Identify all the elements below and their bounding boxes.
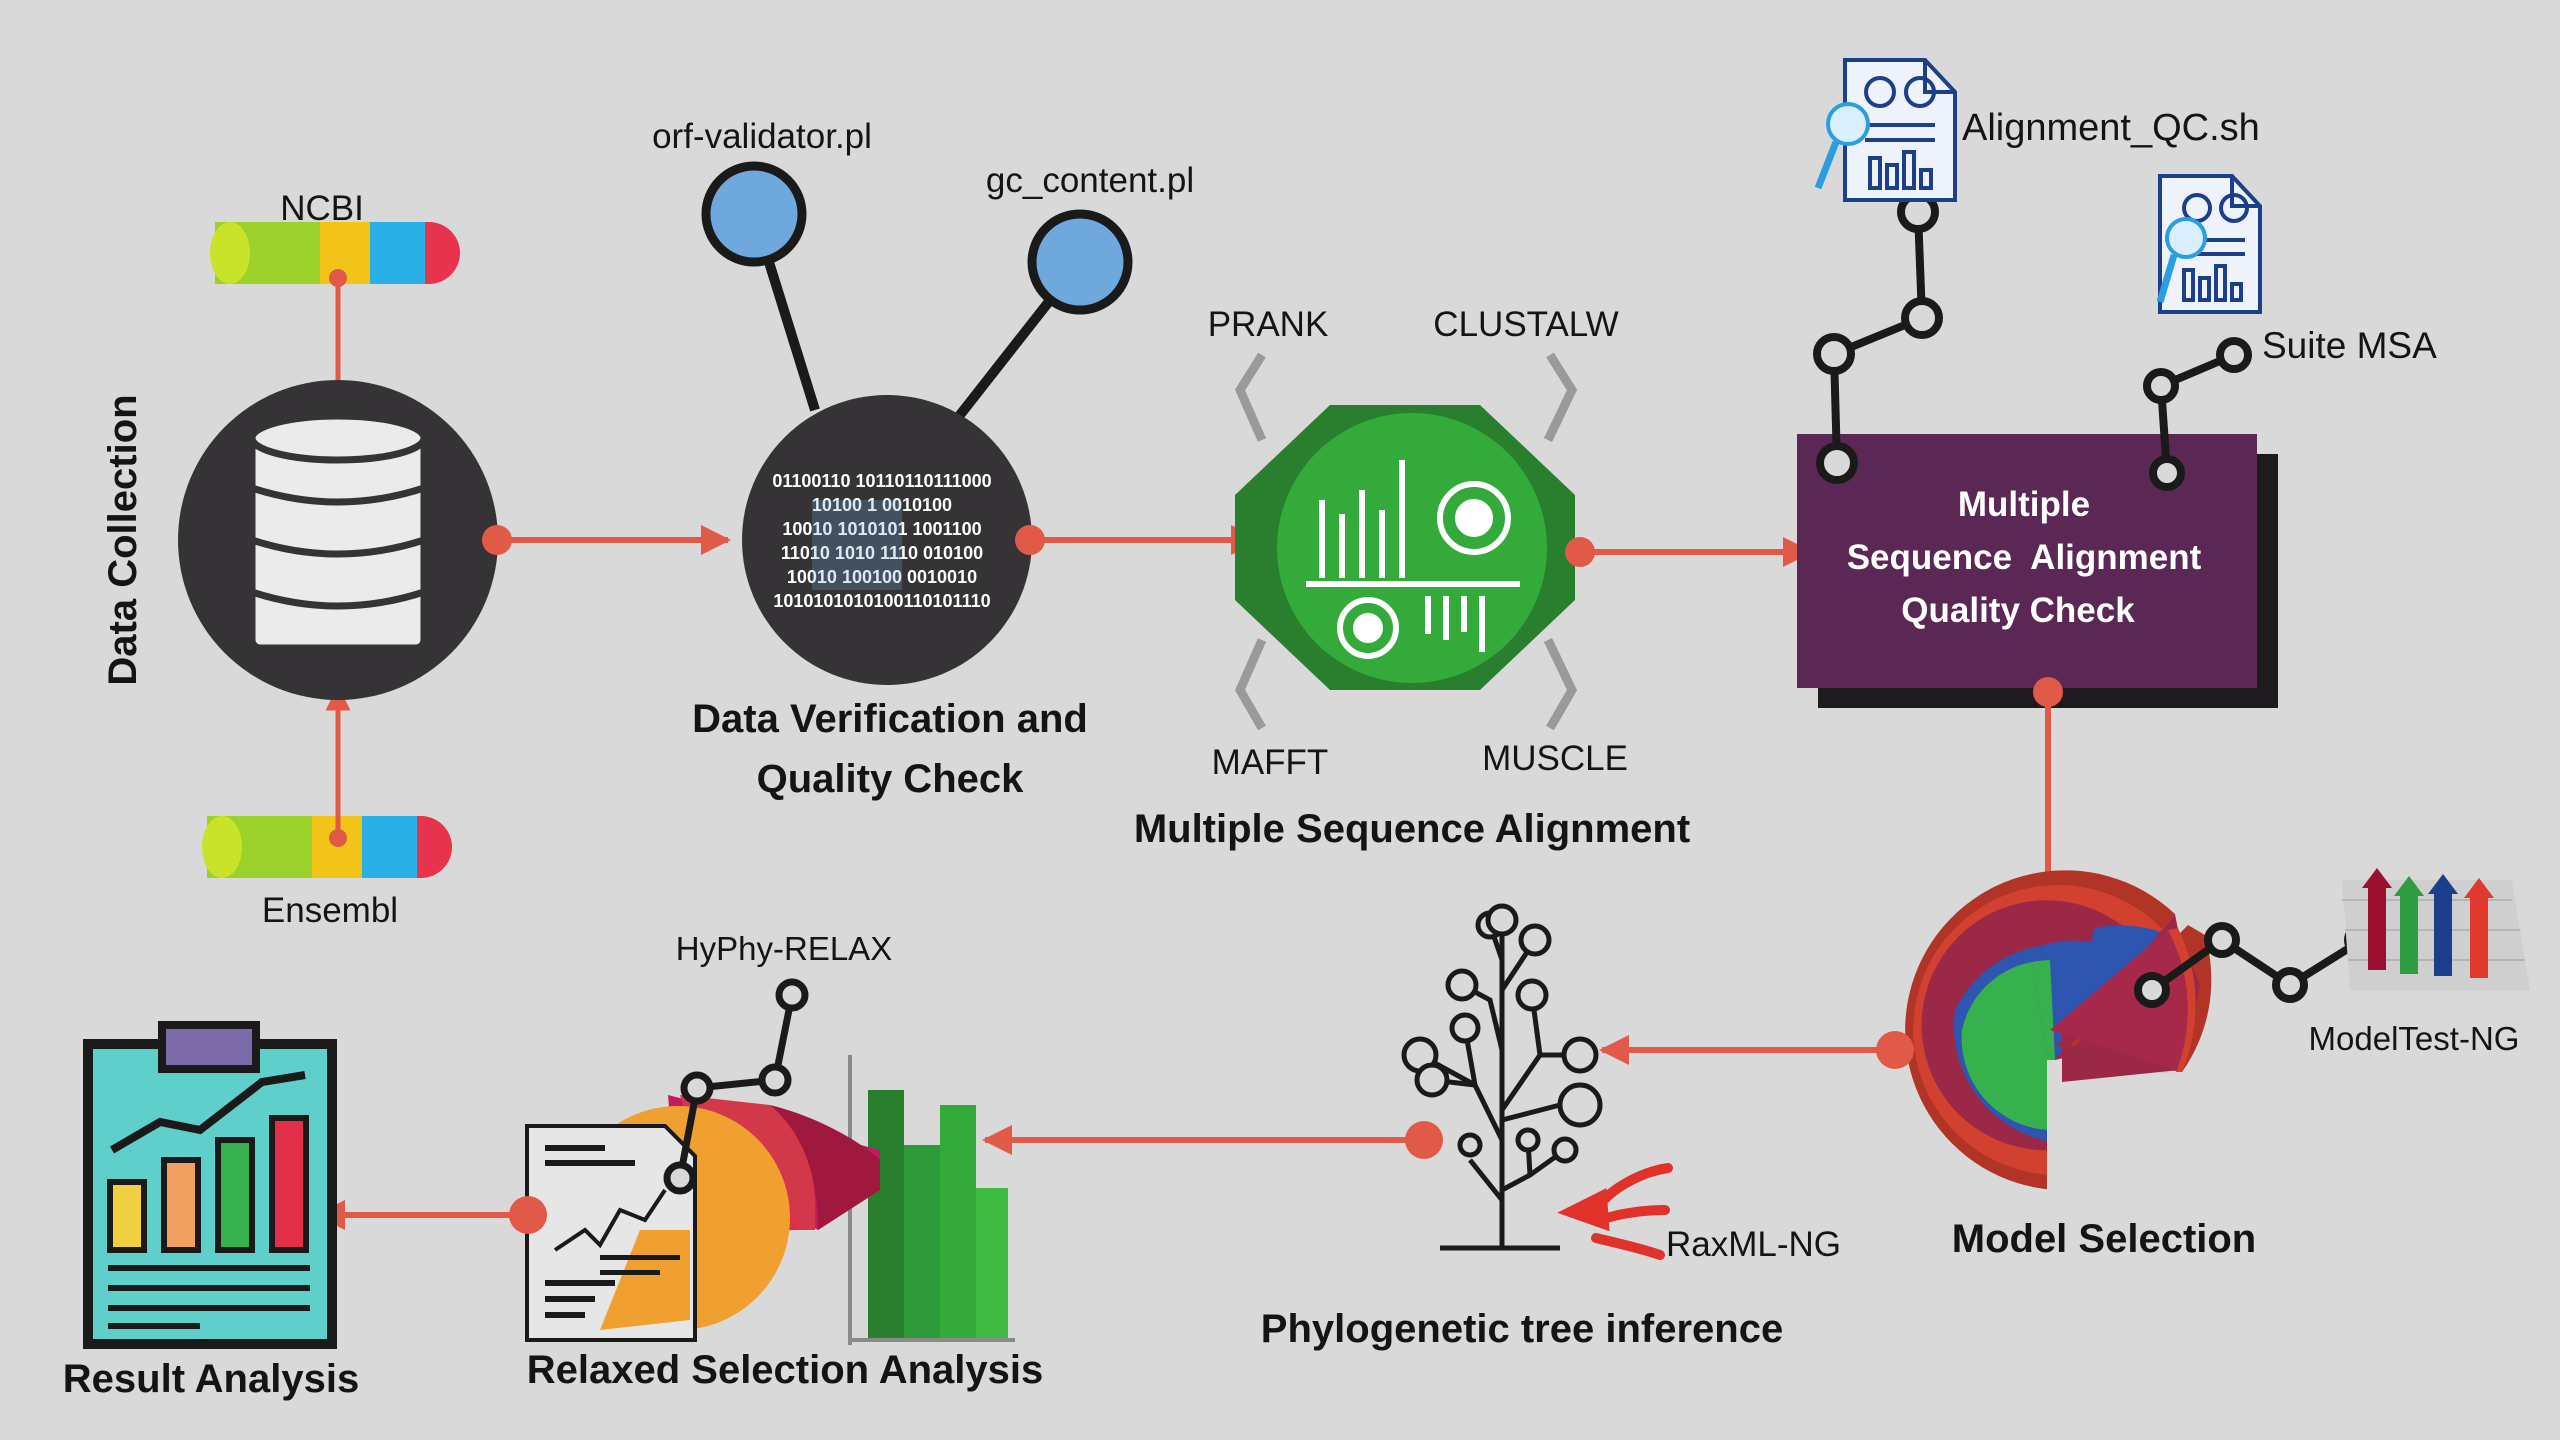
binary-data-icon: 01100110 10110110111000 10100 1 0010100 … — [772, 471, 991, 611]
hyphy-relax-label: HyPhy-RELAX — [676, 930, 892, 967]
sequence-bar-icon — [202, 816, 452, 878]
data-collection-title: Data Collection — [101, 394, 145, 685]
raxml-label: RaxML-NG — [1666, 1225, 1841, 1264]
relaxed-selection-title: Relaxed Selection Analysis — [527, 1348, 1044, 1392]
pie-wedge-icon — [2050, 930, 2189, 1072]
msa-node — [1277, 413, 1547, 683]
report-document-icon — [2156, 174, 2262, 314]
msa-qc-line1: Multiple — [1958, 485, 2090, 524]
svg-text:10100 1 0010100: 10100 1 0010100 — [812, 495, 952, 515]
svg-text:10010 1010101 1001100: 10010 1010101 1001100 — [782, 519, 981, 539]
data-collection-stage: Data Collection NCBI Ensembl — [101, 189, 498, 930]
report-document-icon — [1814, 58, 1957, 202]
msa-qc-line2: Sequence Alignment — [1847, 538, 2202, 577]
svg-text:11010 1010 1110 010100: 11010 1010 1110 010100 — [781, 543, 983, 563]
ncbi-label: NCBI — [280, 189, 364, 228]
svg-text:1010101010100110101110: 1010101010100110101110 — [773, 591, 990, 611]
document-chart-icon — [525, 1106, 790, 1342]
svg-text:10010 100100 0010010: 10010 100100 0010010 — [787, 567, 977, 587]
ensembl-label: Ensembl — [262, 891, 398, 930]
orf-validator-label: orf-validator.pl — [652, 117, 872, 156]
verification-title-line2: Quality Check — [757, 757, 1025, 801]
relaxed-selection-stage: HyPhy-RELAX Relaxed Selection Analysis — [525, 930, 1044, 1392]
tree-icon — [1401, 903, 1603, 1251]
verification-node — [742, 395, 1032, 685]
verification-stage: orf-validator.pl gc_content.pl 01100110 … — [652, 117, 1194, 801]
msa-title: Multiple Sequence Alignment — [1134, 807, 1690, 851]
result-analysis-stage: Result Analysis — [63, 1021, 359, 1401]
alignment-chart-icon — [1306, 460, 1520, 659]
arrows-icon — [1557, 1163, 1673, 1260]
model-selection-stage: ModelTest-NG Model Selection — [1905, 868, 2530, 1261]
msa-qc-stage: Multiple Sequence Alignment Quality Chec… — [1797, 58, 2437, 708]
model-selection-title: Model Selection — [1952, 1217, 2257, 1261]
suite-msa-label: Suite MSA — [2262, 325, 2437, 366]
modeltest-label: ModelTest-NG — [2309, 1020, 2520, 1057]
result-analysis-title: Result Analysis — [63, 1357, 359, 1401]
verification-title-line1: Data Verification and — [692, 697, 1088, 741]
tool-clustalw: CLUSTALW — [1433, 305, 1618, 344]
script-node-icon — [701, 161, 807, 267]
bar-chart-3d-icon — [2342, 868, 2530, 990]
msa-qc-line3: Quality Check — [1901, 591, 2135, 630]
alignment-qc-label: Alignment_QC.sh — [1962, 107, 2260, 149]
script-node-icon — [1027, 209, 1133, 315]
tool-prank: PRANK — [1208, 305, 1329, 344]
tree-inference-stage: RaxML-NG Phylogenetic tree inference — [1261, 903, 1841, 1351]
clipboard-chart-icon — [83, 1021, 337, 1349]
sequence-bar-icon — [210, 222, 460, 284]
bar-chart-icon — [848, 1055, 1015, 1345]
msa-stage: PRANK CLUSTALW MAFFT MUSCLE Multiple Seq… — [1134, 305, 1690, 851]
svg-text:01100110 10110110111000: 01100110 10110110111000 — [772, 471, 991, 491]
tool-muscle: MUSCLE — [1482, 739, 1628, 778]
tool-mafft: MAFFT — [1212, 743, 1329, 782]
gc-content-label: gc_content.pl — [986, 161, 1194, 200]
database-icon — [248, 412, 428, 652]
tree-inference-title: Phylogenetic tree inference — [1261, 1307, 1783, 1351]
